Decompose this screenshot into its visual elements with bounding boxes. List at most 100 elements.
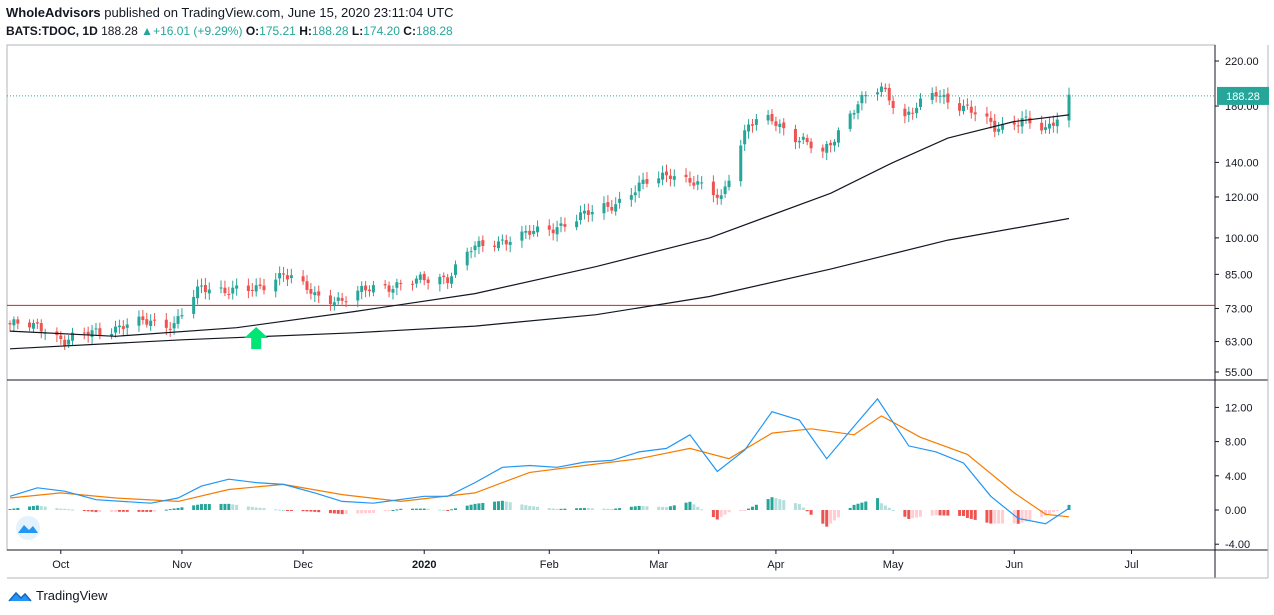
candle-body — [39, 323, 43, 332]
candle-body — [739, 145, 743, 182]
candle-body — [313, 292, 317, 296]
candle-body — [1012, 122, 1016, 125]
candle-body — [754, 119, 758, 125]
time-tick-label: May — [883, 559, 904, 571]
histogram-bar — [1051, 510, 1055, 513]
time-tick-label: Nov — [172, 559, 192, 571]
histogram-bar — [227, 503, 231, 510]
histogram-bar — [63, 508, 67, 510]
histogram-bar — [750, 506, 754, 510]
histogram-bar — [231, 504, 235, 510]
histogram-bar — [414, 508, 418, 510]
candle-body — [446, 277, 450, 283]
candle-body — [848, 113, 852, 129]
histogram-bar — [493, 501, 497, 510]
candle-body — [887, 87, 891, 101]
histogram-bar — [469, 504, 473, 510]
histogram-bar — [547, 508, 551, 510]
candle-body — [958, 103, 962, 111]
candle-body — [149, 320, 153, 327]
time-tick-label: Feb — [540, 559, 559, 571]
histogram-bar — [770, 497, 774, 510]
histogram-bar — [438, 509, 442, 511]
histogram-bar — [711, 510, 715, 518]
candle-body — [829, 142, 833, 146]
candle-body — [559, 223, 563, 226]
histogram-bar — [465, 505, 469, 510]
up-arrow-icon — [244, 327, 269, 349]
candle-body — [371, 285, 375, 293]
histogram-bar — [172, 508, 176, 510]
candle-body — [1028, 117, 1032, 124]
histogram-bar — [1055, 510, 1059, 511]
candle-body — [442, 275, 446, 278]
author-name[interactable]: WholeAdvisors — [6, 5, 101, 20]
candle-body — [1067, 94, 1071, 121]
candle-body — [793, 128, 797, 143]
histogram-bar — [301, 510, 305, 512]
candle-body — [672, 176, 676, 180]
histogram-bar — [903, 510, 907, 517]
histogram-bar — [618, 508, 622, 510]
histogram-bar — [582, 507, 586, 510]
histogram-bar — [668, 506, 672, 510]
histogram-bar — [551, 508, 555, 510]
histogram-bar — [332, 510, 336, 514]
histogram-bar — [606, 508, 610, 510]
histogram-bar — [919, 510, 923, 517]
candle-body — [750, 124, 754, 126]
candle-body — [86, 331, 90, 336]
candle-body — [985, 113, 989, 117]
candle-body — [90, 330, 94, 337]
histogram-bar — [207, 504, 211, 510]
candle-body — [328, 295, 332, 305]
candle-body — [602, 203, 606, 214]
candle-body — [965, 104, 969, 106]
pane-logo-icon — [16, 516, 40, 540]
histogram-bar — [344, 510, 348, 514]
histogram-bar — [282, 510, 286, 511]
symbol-label[interactable]: BATS:TDOC, 1D — [6, 24, 98, 38]
candle-body — [82, 332, 86, 334]
candle-body — [67, 339, 71, 345]
histogram-bar — [500, 500, 504, 510]
histogram-bar — [71, 509, 75, 511]
candle-body — [833, 141, 837, 146]
pane-logo-shape — [18, 525, 38, 533]
candle-body — [684, 174, 688, 178]
pane-logo-circle — [16, 516, 40, 540]
low-label: L: — [351, 24, 364, 38]
candle-body — [532, 230, 536, 234]
candle-body — [383, 284, 387, 286]
macd-histogram — [8, 497, 1071, 527]
histogram-bar — [176, 507, 180, 510]
histogram-bar — [672, 505, 676, 510]
histogram-bar — [328, 510, 332, 514]
histogram-bar — [94, 510, 98, 513]
candle-body — [575, 221, 579, 228]
candle-body — [246, 285, 250, 291]
candle-body — [469, 251, 473, 253]
time-tick-label: Oct — [52, 559, 69, 571]
histogram-bar — [1067, 504, 1071, 510]
candle-body — [399, 283, 403, 285]
candle-body — [223, 287, 227, 294]
candle-body — [692, 182, 696, 186]
candle-body — [387, 285, 391, 292]
candle-body — [946, 93, 950, 103]
tradingview-footer[interactable]: TradingView — [8, 588, 108, 603]
histogram-bar — [590, 508, 594, 510]
candle-body — [723, 186, 727, 194]
publish-line: WholeAdvisors published on TradingView.c… — [6, 4, 1266, 21]
candle-body — [227, 293, 231, 295]
histogram-bar — [399, 508, 403, 510]
candle-body — [805, 138, 809, 143]
histogram-bar — [31, 505, 35, 510]
candle-body — [700, 182, 704, 184]
histogram-bar — [715, 510, 719, 520]
candle-body — [180, 315, 184, 317]
histogram-bar — [121, 510, 125, 512]
histogram-bar — [856, 503, 860, 510]
candle-body — [836, 130, 840, 143]
